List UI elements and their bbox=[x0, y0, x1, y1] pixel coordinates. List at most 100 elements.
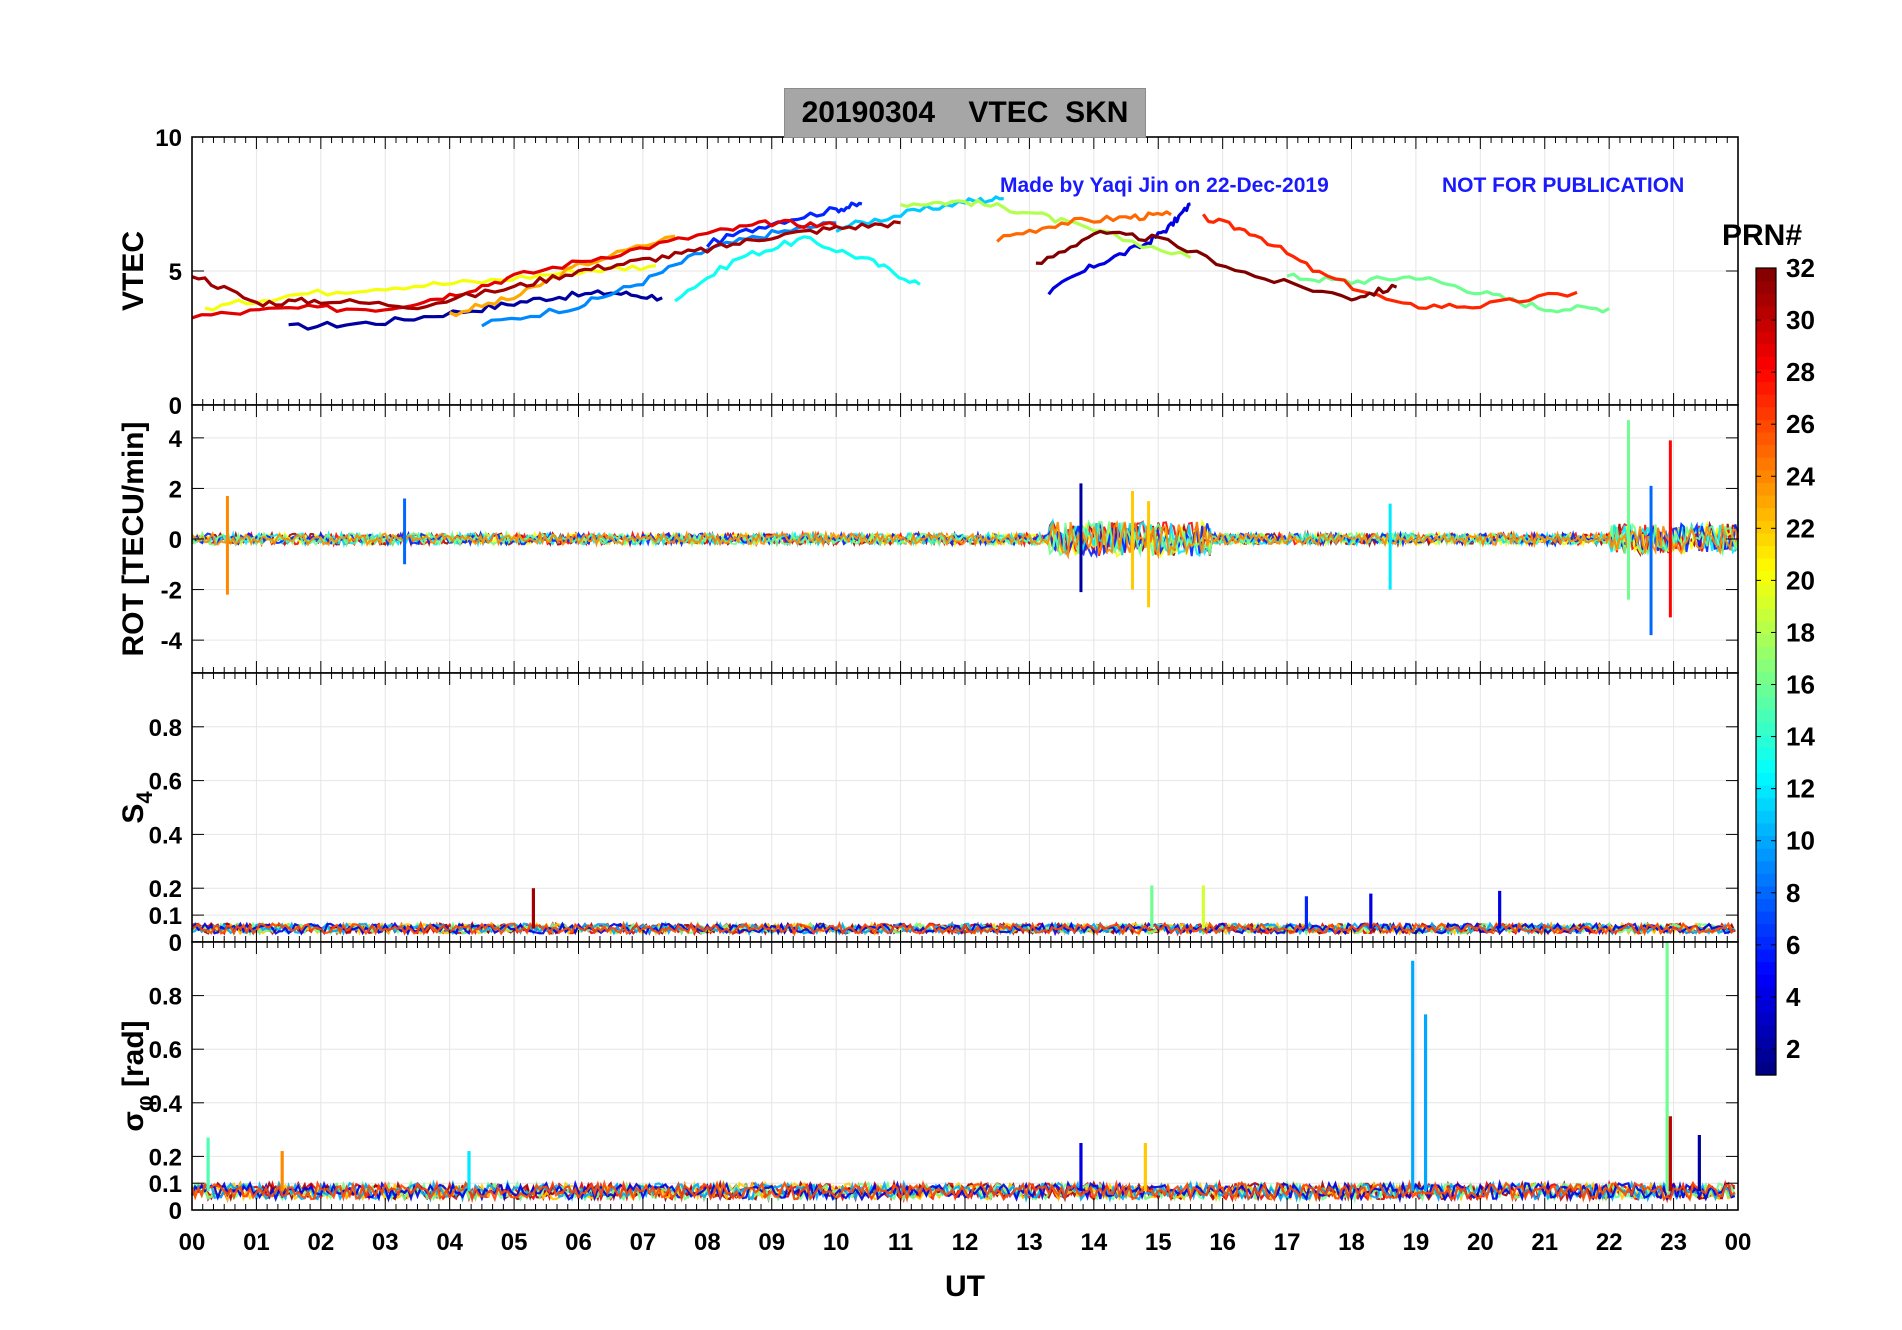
colorbar-tick-label: 26 bbox=[1786, 409, 1815, 439]
x-tick-label: 02 bbox=[307, 1229, 334, 1256]
colorbar-segment bbox=[1756, 772, 1776, 786]
y-tick-label: 0.2 bbox=[149, 1144, 182, 1171]
colorbar-segment bbox=[1756, 280, 1776, 294]
colorbar-segment bbox=[1756, 1062, 1776, 1076]
colorbar-segment bbox=[1756, 810, 1776, 824]
colorbar-segment bbox=[1756, 721, 1776, 736]
x-tick-label: 16 bbox=[1209, 1229, 1236, 1256]
y-tick-label: 0 bbox=[169, 930, 182, 957]
x-tick-label: 00 bbox=[1725, 1229, 1752, 1256]
x-tick-label: 06 bbox=[565, 1229, 592, 1256]
colorbar-segment bbox=[1756, 570, 1776, 584]
colorbar-segment bbox=[1756, 494, 1776, 509]
colorbar-segment bbox=[1756, 532, 1776, 547]
colorbar-segment bbox=[1756, 621, 1776, 635]
colorbar-segment bbox=[1756, 305, 1776, 320]
x-tick-label: 19 bbox=[1403, 1229, 1430, 1256]
colorbar-segment bbox=[1756, 986, 1776, 1000]
colorbar-segment bbox=[1756, 608, 1776, 622]
watermark-author: Made by Yaqi Jin on 22-Dec-2019 bbox=[1000, 174, 1329, 197]
rot-series-prn-16 bbox=[191, 519, 1739, 558]
colorbar-tick-label: 18 bbox=[1786, 617, 1815, 647]
sigma_phi-series-prn-26 bbox=[190, 1179, 1736, 1204]
y-tick-label: -2 bbox=[161, 578, 182, 605]
colorbar-segment bbox=[1756, 1037, 1776, 1051]
y-tick-label: 0 bbox=[169, 1198, 182, 1225]
colorbar-segment bbox=[1756, 1024, 1776, 1038]
x-tick-label: 01 bbox=[243, 1229, 270, 1256]
colorbar-segment bbox=[1756, 759, 1776, 773]
colorbar-segment bbox=[1756, 545, 1776, 559]
y-axis-label-unit: [rad] bbox=[117, 1020, 150, 1095]
x-tick-label: 00 bbox=[179, 1229, 206, 1256]
colorbar-tick-label: 28 bbox=[1786, 357, 1815, 387]
x-tick-label: 12 bbox=[952, 1229, 979, 1256]
colorbar-segment bbox=[1756, 507, 1776, 521]
y-tick-label: 10 bbox=[155, 125, 182, 152]
colorbar-segment bbox=[1756, 784, 1776, 799]
colorbar-segment bbox=[1756, 747, 1776, 761]
panel-sigma_phi: 00.10.2 0.4 0.6 0.8 σφ [rad] bbox=[117, 941, 1739, 1225]
colorbar-segment bbox=[1756, 936, 1776, 950]
colorbar-segment bbox=[1756, 444, 1776, 458]
colorbar-segment bbox=[1756, 658, 1776, 673]
colorbar-segment bbox=[1756, 583, 1776, 597]
colorbar-segment bbox=[1756, 343, 1776, 357]
vtec-series-prn-11 bbox=[835, 195, 1004, 233]
colorbar-tick-label: 8 bbox=[1786, 878, 1800, 908]
y-tick-label: 0.4 bbox=[149, 822, 183, 849]
x-tick-label: 17 bbox=[1274, 1229, 1301, 1256]
colorbar-segment bbox=[1756, 948, 1776, 963]
s4-series-prn-29 bbox=[191, 920, 1736, 937]
y-tick-label: 0 bbox=[169, 527, 182, 554]
watermark-notice: NOT FOR PUBLICATION bbox=[1442, 174, 1684, 197]
colorbar-segment bbox=[1756, 961, 1776, 975]
y-axis-label: σφ [rad] bbox=[117, 1020, 157, 1131]
colorbar-segment bbox=[1756, 709, 1776, 723]
colorbar-segment bbox=[1756, 885, 1776, 900]
x-tick-label: 23 bbox=[1660, 1229, 1687, 1256]
colorbar-segment bbox=[1756, 469, 1776, 483]
panel-s4: 00.10.2 0.4 0.6 0.8 S4 bbox=[117, 672, 1739, 957]
x-tick-label: 10 bbox=[823, 1229, 850, 1256]
colorbar-segment bbox=[1756, 873, 1776, 887]
colorbar-label: PRN# bbox=[1722, 219, 1802, 252]
colorbar-segment bbox=[1756, 595, 1776, 610]
colorbar-segment bbox=[1756, 331, 1776, 345]
colorbar-segment bbox=[1756, 646, 1776, 660]
colorbar-segment bbox=[1756, 482, 1776, 496]
colorbar-segment bbox=[1756, 558, 1776, 572]
colorbar-tick-label: 12 bbox=[1786, 774, 1815, 804]
y-axis-label-main: ROT [TECU/min] bbox=[117, 422, 150, 657]
vtec-series-prn-18 bbox=[900, 198, 1192, 259]
colorbar-tick-label: 24 bbox=[1786, 461, 1815, 491]
y-tick-label: 5 bbox=[169, 259, 182, 286]
y-axis-label-main: S bbox=[117, 804, 150, 824]
y-tick-label: 0.2 bbox=[149, 876, 182, 903]
y-tick-label: 0 bbox=[169, 393, 182, 420]
colorbar-segment bbox=[1756, 368, 1776, 383]
colorbar-frame bbox=[1755, 267, 1777, 1076]
y-tick-label: 0.8 bbox=[149, 715, 182, 742]
colorbar-segment bbox=[1756, 822, 1776, 837]
colorbar-segment bbox=[1756, 356, 1776, 370]
vtec-series-prn-4 bbox=[1047, 202, 1191, 296]
colorbar-segment bbox=[1756, 734, 1776, 748]
colorbar-segment bbox=[1756, 898, 1776, 912]
panel-vtec: 0 5 10 VTEC Made by Yaqi Jin on 22-Dec-2019 N… bbox=[117, 125, 1739, 420]
s4-series-prn-26 bbox=[191, 920, 1736, 937]
vtec-series-prn-31 bbox=[191, 220, 901, 311]
colorbar-tick-label: 20 bbox=[1786, 565, 1815, 595]
y-tick-label: 4 bbox=[169, 426, 183, 453]
panel-rot: -4 -2 0 2 4 ROT [TECU/min] bbox=[117, 404, 1739, 674]
colorbar-segment bbox=[1756, 974, 1776, 988]
vtec-series-prn-2 bbox=[288, 289, 663, 331]
colorbar-segment bbox=[1756, 848, 1776, 862]
colorbar-segment bbox=[1756, 684, 1776, 698]
y-tick-label: 2 bbox=[169, 476, 182, 503]
colorbar-tick-label: 6 bbox=[1786, 930, 1800, 960]
x-tick-label: 08 bbox=[694, 1229, 721, 1256]
colorbar-segment bbox=[1756, 999, 1776, 1013]
